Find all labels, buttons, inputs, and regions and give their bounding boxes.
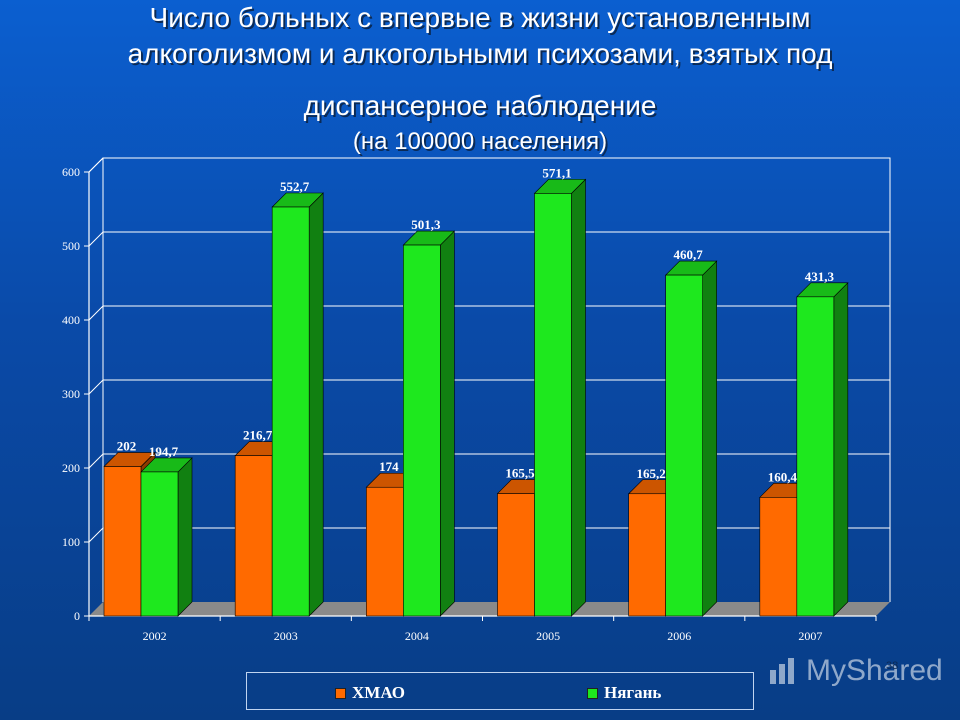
- bar-khmao: [759, 497, 798, 617]
- title-line-2: алкоголизмом и алкогольными психозами, в…: [127, 38, 833, 69]
- title-line-3: диспансерное наблюдение: [303, 90, 657, 121]
- data-label-nyagan: 431,3: [805, 269, 835, 284]
- x-tick-label: 2006: [667, 629, 691, 643]
- data-label-khmao: 160,4: [768, 469, 798, 484]
- bar-nyagan: [796, 296, 835, 617]
- page-number: 38: [886, 660, 899, 672]
- y-tick-label: 100: [62, 535, 80, 549]
- data-label-khmao: 216,7: [243, 428, 273, 443]
- data-label-nyagan: 194,7: [149, 444, 179, 459]
- y-tick-label: 200: [62, 461, 80, 475]
- bar-side-nyagan: [177, 457, 193, 617]
- gridline: [88, 231, 890, 247]
- bar-side-nyagan: [702, 260, 717, 617]
- bar-nyagan: [403, 244, 441, 617]
- bar-nyagan: [665, 274, 703, 617]
- gridline: [88, 453, 890, 469]
- data-label-nyagan: 552,7: [280, 179, 310, 194]
- bar-khmao: [628, 493, 666, 617]
- bar-khmao: [366, 486, 404, 617]
- axes: 0 100 200 300 400 500 600 2002 2003 2004 2005 2006 2…: [62, 165, 877, 643]
- bar-nyagan: [534, 193, 572, 617]
- legend: ХМАО Нягань: [246, 672, 754, 710]
- x-tick-label: 2007: [798, 629, 822, 643]
- bar-side-nyagan: [440, 230, 455, 617]
- bar-khmao: [103, 466, 142, 617]
- bar-khmao: [497, 493, 535, 617]
- gridline: [88, 305, 890, 321]
- data-label-khmao: 174: [379, 459, 399, 474]
- y-tick-label: 600: [62, 165, 80, 179]
- watermark-logo-icon: [768, 656, 798, 686]
- y-tick-label: 400: [62, 313, 80, 327]
- legend-item-nyagan: Нягань: [587, 683, 661, 703]
- legend-label-nyagan: Нягань: [604, 683, 662, 702]
- x-tick-label: 2004: [405, 629, 429, 643]
- bar-nyagan: [140, 471, 179, 617]
- data-labels: 202 194,7 216,7 552,7 174 501,3 165,5 571,1 165,…: [117, 165, 835, 484]
- data-label-khmao: 202: [117, 439, 137, 454]
- legend-label-khmao: ХМАО: [352, 683, 405, 702]
- title-line-1: Число больных с впервые в жизни установл…: [149, 2, 811, 33]
- plot-frame: [102, 157, 891, 602]
- bar-side-nyagan: [308, 192, 324, 617]
- data-label-khmao: 165,2: [637, 466, 666, 481]
- legend-swatch-khmao: [335, 687, 346, 699]
- plot-frame-corner: [88, 157, 104, 173]
- x-tick-label: 2005: [536, 629, 560, 643]
- gridline: [88, 157, 890, 173]
- data-label-nyagan: 501,3: [411, 217, 441, 232]
- bar-side-nyagan: [833, 282, 849, 617]
- bars: [103, 178, 849, 617]
- watermark: MyShared: [768, 654, 943, 688]
- data-label-nyagan: 571,1: [542, 165, 571, 180]
- y-tick-label: 0: [74, 609, 80, 623]
- legend-item-khmao: ХМАО: [335, 683, 405, 703]
- gridlines: [88, 157, 891, 602]
- x-tick-label: 2003: [274, 629, 298, 643]
- legend-swatch-nyagan: [587, 687, 598, 699]
- data-label-khmao: 165,5: [505, 466, 535, 481]
- bar-nyagan: [271, 206, 310, 617]
- gridline: [88, 379, 890, 395]
- y-tick-label: 500: [62, 239, 80, 253]
- bar-khmao: [234, 455, 273, 617]
- bar-side-nyagan: [571, 178, 586, 617]
- y-tick-label: 300: [62, 387, 80, 401]
- data-label-nyagan: 460,7: [674, 247, 704, 262]
- x-tick-label: 2002: [143, 629, 167, 643]
- title-subtitle: (на 100000 населения): [352, 128, 608, 155]
- watermark-text: MyShared: [806, 654, 943, 687]
